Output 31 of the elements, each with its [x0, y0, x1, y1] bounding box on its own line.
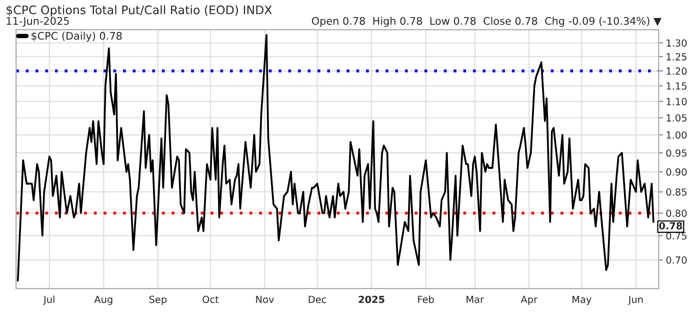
x-tick-label: Jul [43, 296, 54, 305]
y-tick-label: 1.00 [666, 131, 687, 139]
y-tick-label: 1.05 [666, 114, 686, 122]
x-tick-label: May [572, 296, 592, 305]
y-tick-label: 0.75 [666, 232, 686, 240]
legend-label: $CPC (Daily) 0.78 [32, 32, 122, 42]
x-tick-label: Apr [520, 296, 538, 305]
x-tick-label: 2025 [358, 296, 384, 304]
y-tick-label: 1.25 [666, 53, 686, 60]
y-tick-label: 1.10 [666, 98, 687, 106]
text: Open 0.78 High 0.78 Low 0.78 Close 0.78 Chg -0.09 (-10.34%) ▼ [312, 16, 662, 27]
chart-subtitle: 11-Jun-2025 [6, 16, 69, 27]
y-tick-label: 0.70 [666, 256, 687, 264]
y-tick-label: 1.30 [666, 39, 687, 47]
y-tick-label: 0.90 [666, 168, 687, 176]
y-tick-label: 0.85 [666, 188, 686, 196]
x-tick-label: Feb [418, 296, 434, 304]
x-tick-label: Sep [149, 296, 167, 305]
x-tick-label: Dec [308, 296, 326, 304]
y-tick-label: 1.15 [666, 82, 686, 90]
y-tick-label: 0.80 [666, 210, 687, 217]
annotation: 0.78 [659, 222, 682, 230]
y-tick-label: 1.20 [666, 67, 687, 75]
chart-title: $CPC Options Total Put/Call Ratio (EOD) INDX [6, 5, 272, 17]
x-tick-label: Jun [628, 296, 643, 305]
x-tick-label: Mar [466, 296, 484, 304]
x-tick-label: Aug [94, 296, 112, 305]
y-tick-label: 0.95 [666, 149, 686, 157]
line-series [16, 34, 654, 282]
x-tick-label: Oct [202, 296, 219, 304]
x-tick-label: Nov [256, 296, 274, 304]
